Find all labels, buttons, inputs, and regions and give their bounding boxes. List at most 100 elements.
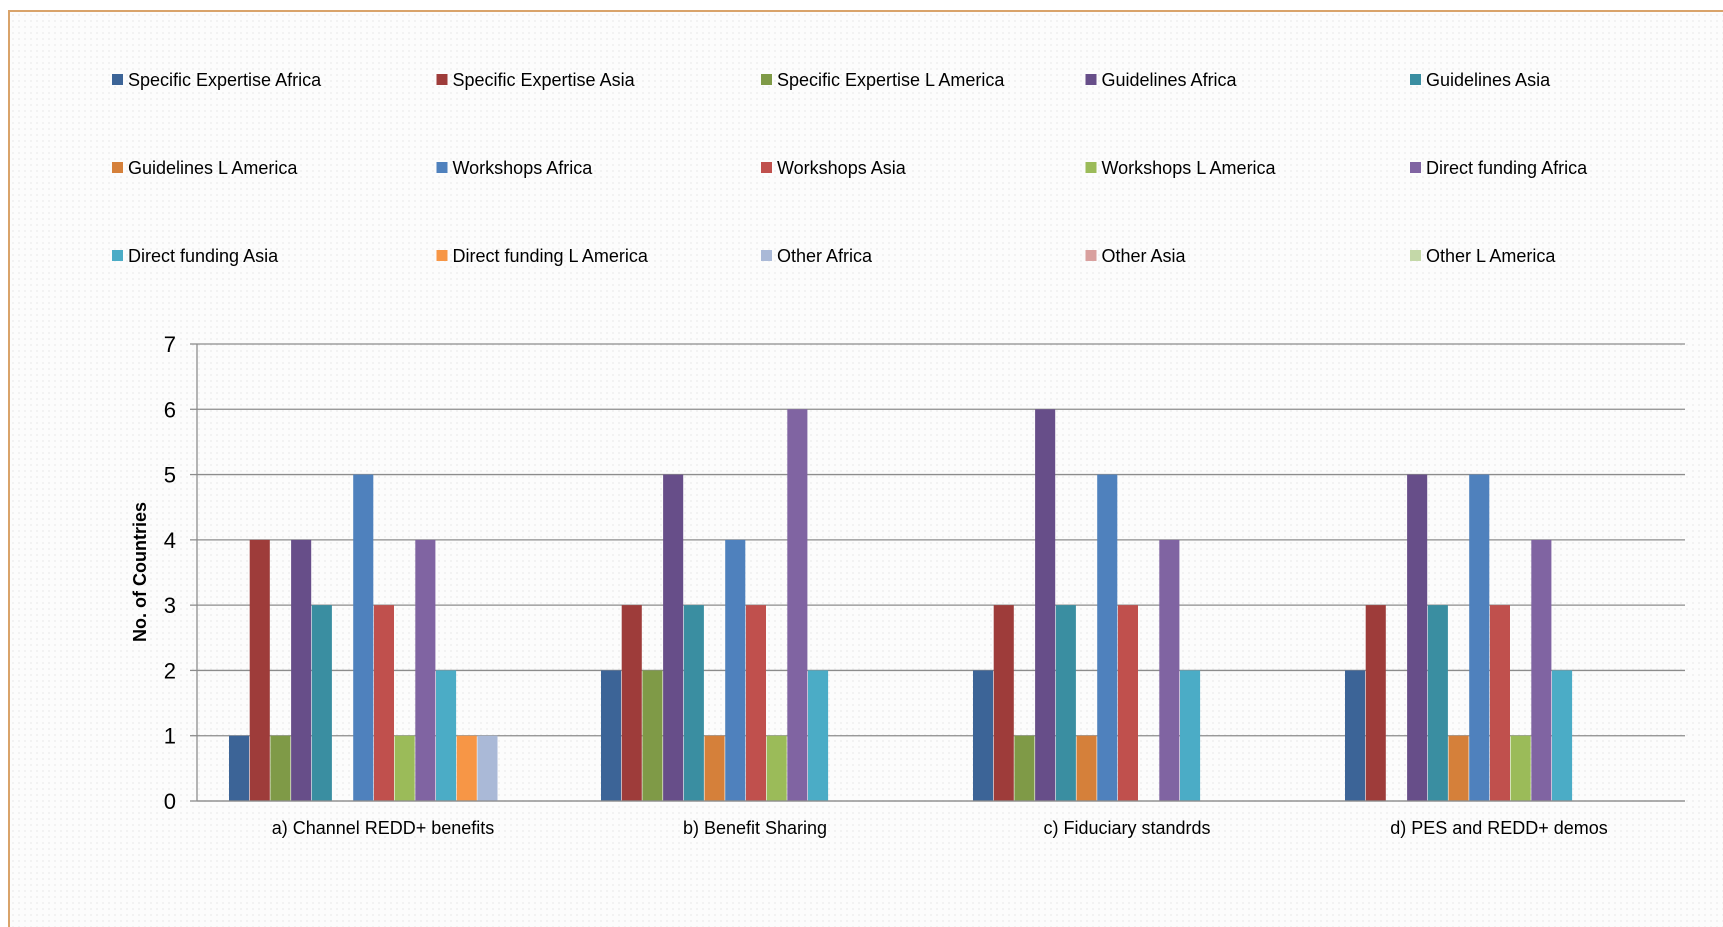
legend-item: Direct funding Africa: [1410, 158, 1588, 178]
legend-label: Guidelines Asia: [1426, 70, 1551, 90]
bar: [415, 539, 436, 801]
bar: [311, 605, 332, 801]
legend-item: Guidelines L America: [112, 158, 298, 178]
legend-label: Direct funding Africa: [1426, 158, 1588, 178]
bar: [353, 474, 374, 801]
y-tick-label: 2: [164, 658, 176, 683]
legend-label: Workshops L America: [1102, 158, 1277, 178]
bar: [1469, 474, 1490, 801]
y-tick-label: 5: [164, 463, 176, 488]
bar: [270, 735, 291, 801]
y-tick-label: 0: [164, 789, 176, 814]
bar: [1055, 605, 1076, 801]
bar: [808, 670, 829, 801]
legend-item: Specific Expertise L America: [761, 70, 1005, 90]
legend-swatch: [1085, 74, 1097, 85]
bar: [725, 539, 746, 801]
legend-swatch: [1410, 250, 1421, 261]
bar: [1014, 735, 1035, 801]
legend-swatch: [1085, 162, 1097, 173]
y-tick-label: 3: [164, 593, 176, 618]
bar: [1345, 670, 1366, 801]
bar: [477, 735, 498, 801]
bar: [1097, 474, 1118, 801]
y-tick-label: 7: [164, 332, 176, 357]
legend-label: Specific Expertise L America: [777, 70, 1005, 90]
legend-label: Guidelines Africa: [1102, 70, 1238, 90]
x-category-label: a) Channel REDD+ benefits: [272, 818, 495, 838]
bar: [1365, 605, 1386, 801]
legend-label: Workshops Asia: [777, 158, 907, 178]
legend-label: Direct funding L America: [453, 246, 649, 266]
legend: Specific Expertise Africa Specific Expert…: [112, 70, 1588, 266]
bar: [787, 409, 808, 801]
bar: [766, 735, 787, 801]
legend-swatch: [112, 250, 123, 261]
bar: [436, 670, 457, 801]
bar: [249, 539, 270, 801]
legend-label: Other L America: [1426, 246, 1556, 266]
bar: [456, 735, 477, 801]
legend-label: Workshops Africa: [453, 158, 594, 178]
axes: a) Channel REDD+ benefits b) Benefit Shar…: [196, 344, 1685, 838]
legend-item: Other L America: [1410, 246, 1556, 266]
bar: [1531, 539, 1552, 801]
legend-item: Workshops L America: [1085, 158, 1277, 178]
y-axis-label: No. of Countries: [130, 502, 150, 642]
bar: [601, 670, 622, 801]
bar: [1076, 735, 1097, 801]
bar: [1159, 539, 1180, 801]
bar: [394, 735, 415, 801]
bar: [683, 605, 704, 801]
bar: [973, 670, 994, 801]
legend-label: Specific Expertise Africa: [128, 70, 322, 90]
legend-swatch: [761, 162, 772, 173]
legend-swatch: [112, 74, 123, 85]
legend-swatch: [436, 250, 448, 261]
legend-swatch: [436, 162, 448, 173]
x-category-label: c) Fiduciary standrds: [1043, 818, 1210, 838]
bar: [704, 735, 725, 801]
bar: [1117, 605, 1138, 801]
legend-item: Workshops Africa: [436, 158, 594, 178]
legend-label: Direct funding Asia: [128, 246, 279, 266]
legend-swatch: [1410, 162, 1421, 173]
legend-item: Workshops Asia: [761, 158, 907, 178]
bar: [373, 605, 394, 801]
legend-swatch: [1410, 74, 1421, 85]
legend-label: Specific Expertise Asia: [453, 70, 636, 90]
legend-item: Specific Expertise Africa: [112, 70, 322, 90]
legend-item: Direct funding L America: [436, 246, 649, 266]
bar: [1489, 605, 1510, 801]
y-tick-label: 6: [164, 397, 176, 422]
bars: [229, 409, 1573, 801]
bar: [621, 605, 642, 801]
bar: [229, 735, 250, 801]
bar: [1035, 409, 1056, 801]
bar: [1407, 474, 1428, 801]
bar: [1552, 670, 1573, 801]
bar: [1180, 670, 1201, 801]
legend-swatch: [761, 74, 772, 85]
legend-label: Guidelines L America: [128, 158, 298, 178]
legend-item: Other Asia: [1085, 246, 1187, 266]
legend-label: Other Africa: [777, 246, 873, 266]
x-category-label: b) Benefit Sharing: [683, 818, 827, 838]
bar: [1427, 605, 1448, 801]
legend-swatch: [436, 74, 448, 85]
bar: [1510, 735, 1531, 801]
legend-label: Other Asia: [1102, 246, 1187, 266]
bar: [663, 474, 684, 801]
legend-swatch: [112, 162, 123, 173]
bar: [1448, 735, 1469, 801]
bar: [745, 605, 766, 801]
legend-item: Other Africa: [761, 246, 873, 266]
y-tick-label: 4: [164, 528, 176, 553]
y-tick-label: 1: [164, 724, 176, 749]
bar: [993, 605, 1014, 801]
legend-item: Direct funding Asia: [112, 246, 279, 266]
bar: [642, 670, 663, 801]
bar: [291, 539, 312, 801]
legend-item: Guidelines Asia: [1410, 70, 1551, 90]
legend-swatch: [1085, 250, 1097, 261]
